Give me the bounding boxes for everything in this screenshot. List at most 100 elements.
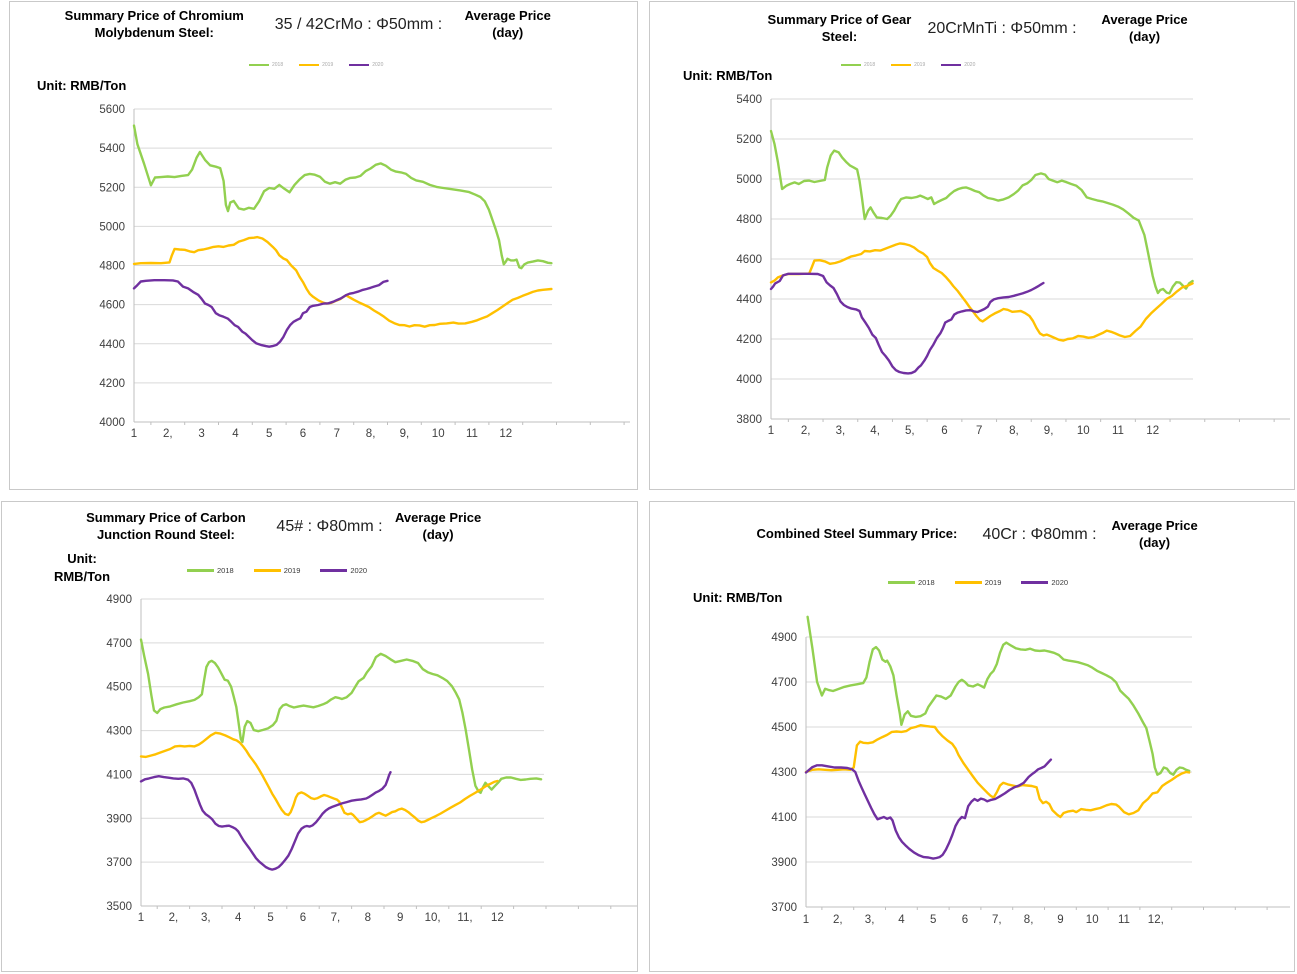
svg-text:4: 4 bbox=[235, 912, 242, 924]
legend-label-2020: 2020 bbox=[1051, 578, 1069, 587]
price-line-plot: 4900 4700 4500 4300 4100 3900 3700 3500 1 2, 3, 4 5 6… bbox=[106, 594, 637, 924]
svg-text:11: 11 bbox=[1118, 914, 1130, 926]
legend-line-2020-icon bbox=[941, 64, 962, 66]
svg-text:5600: 5600 bbox=[99, 104, 125, 116]
svg-text:12: 12 bbox=[499, 428, 512, 440]
svg-text:2,: 2, bbox=[801, 425, 811, 437]
svg-text:5400: 5400 bbox=[99, 143, 125, 155]
legend: 2018 2019 2020 bbox=[187, 566, 367, 575]
legend-line-2019-icon bbox=[253, 569, 281, 572]
svg-text:9: 9 bbox=[397, 912, 403, 924]
legend-line-2018-icon bbox=[888, 581, 915, 584]
legend-item-2018: 2018 bbox=[187, 566, 234, 575]
svg-text:9: 9 bbox=[1057, 914, 1063, 926]
chart-title: Combined Steel Summary Price: 40Cr : Φ80… bbox=[650, 518, 1294, 552]
svg-text:9,: 9, bbox=[1044, 425, 1054, 437]
svg-text:4500: 4500 bbox=[106, 682, 132, 694]
legend-label-2020: 2020 bbox=[350, 566, 368, 575]
chart-panel-chromium-molybdenum-steel: Summary Price of Chromium Molybdenum Ste… bbox=[9, 1, 638, 490]
svg-text:10,: 10, bbox=[425, 912, 441, 924]
svg-text:3,: 3, bbox=[836, 425, 846, 437]
price-line-plot: 5400 5200 5000 4800 4600 4400 4200 4000 3800 1 2, 3… bbox=[736, 94, 1290, 437]
chart-title-spec: 20CrMnTi : Φ50mm : bbox=[927, 19, 1077, 37]
svg-text:3,: 3, bbox=[201, 912, 211, 924]
svg-text:4900: 4900 bbox=[771, 632, 797, 644]
legend-item-2019: 2019 bbox=[954, 578, 1001, 587]
svg-text:4000: 4000 bbox=[736, 374, 762, 386]
svg-text:4600: 4600 bbox=[736, 254, 762, 266]
svg-text:8,: 8, bbox=[366, 428, 376, 440]
svg-text:3,: 3, bbox=[865, 914, 875, 926]
legend-label-2019: 2019 bbox=[914, 62, 926, 68]
legend-line-2018-icon bbox=[187, 569, 214, 572]
legend-line-2020-icon bbox=[320, 569, 348, 572]
svg-text:6: 6 bbox=[962, 914, 968, 926]
svg-text:8,: 8, bbox=[1024, 914, 1034, 926]
legend: 2018 2019 2020 bbox=[841, 62, 975, 68]
svg-text:4800: 4800 bbox=[99, 261, 125, 273]
svg-text:1: 1 bbox=[138, 912, 144, 924]
legend-item-2020: 2020 bbox=[320, 566, 367, 575]
legend-item-2018: 2018 bbox=[841, 62, 875, 68]
chart-title-suffix: Average Price (day) bbox=[1111, 518, 1198, 550]
legend-line-2019-icon bbox=[299, 64, 320, 66]
svg-text:3900: 3900 bbox=[771, 857, 797, 869]
legend-label-2018: 2018 bbox=[217, 566, 234, 575]
legend-line-2019-icon bbox=[954, 581, 982, 584]
svg-text:8,: 8, bbox=[1009, 425, 1019, 437]
chart-title-suffix: Average Price (day) bbox=[1101, 12, 1188, 44]
unit-label: Unit: RMB/Ton bbox=[53, 551, 111, 585]
svg-text:11: 11 bbox=[466, 428, 478, 440]
svg-text:3900: 3900 bbox=[106, 813, 132, 825]
legend-line-2020-icon bbox=[349, 64, 370, 66]
svg-text:12: 12 bbox=[491, 912, 504, 924]
chart-panel-gear-steel: Summary Price of Gear Steel: 20CrMnTi : … bbox=[649, 1, 1295, 490]
svg-text:3: 3 bbox=[198, 428, 204, 440]
chart-title-main: Summary Price of Chromium Molybdenum Ste… bbox=[64, 8, 244, 40]
chart-title-suffix: Average Price (day) bbox=[464, 8, 551, 40]
svg-text:6: 6 bbox=[300, 428, 306, 440]
svg-text:2,: 2, bbox=[169, 912, 179, 924]
legend-label-2019: 2019 bbox=[322, 62, 334, 68]
svg-text:10: 10 bbox=[1086, 914, 1099, 926]
unit-label: Unit: RMB/Ton bbox=[693, 590, 783, 605]
svg-text:7,: 7, bbox=[331, 912, 341, 924]
chart-panel-carbon-junction-round-steel: Summary Price of Carbon Junction Round S… bbox=[1, 501, 638, 972]
legend-line-2018-icon bbox=[841, 64, 861, 66]
svg-text:7,: 7, bbox=[992, 914, 1002, 926]
svg-text:5: 5 bbox=[267, 912, 273, 924]
svg-text:7: 7 bbox=[976, 425, 982, 437]
legend-line-2020-icon bbox=[1021, 581, 1049, 584]
legend-item-2019: 2019 bbox=[299, 62, 333, 68]
legend-item-2020: 2020 bbox=[349, 62, 383, 68]
legend-item-2019: 2019 bbox=[891, 62, 925, 68]
svg-text:11,: 11, bbox=[457, 912, 472, 924]
svg-text:12: 12 bbox=[1146, 425, 1159, 437]
legend-label-2018: 2018 bbox=[272, 62, 284, 68]
svg-text:10: 10 bbox=[1077, 425, 1090, 437]
svg-text:4,: 4, bbox=[870, 425, 880, 437]
svg-text:10: 10 bbox=[432, 428, 445, 440]
chart-title-spec: 40Cr : Φ80mm : bbox=[982, 525, 1097, 543]
svg-text:3700: 3700 bbox=[771, 902, 797, 914]
svg-text:9,: 9, bbox=[400, 428, 410, 440]
chart-title-main: Summary Price of Carbon Junction Round S… bbox=[86, 510, 246, 542]
svg-text:4400: 4400 bbox=[99, 339, 125, 351]
svg-text:4500: 4500 bbox=[771, 722, 797, 734]
chart-panel-combined-steel: Combined Steel Summary Price: 40Cr : Φ80… bbox=[649, 501, 1295, 972]
unit-label: Unit: RMB/Ton bbox=[683, 68, 773, 83]
legend-line-2018-icon bbox=[249, 64, 269, 66]
svg-text:4700: 4700 bbox=[771, 677, 797, 689]
chart-title: Summary Price of Gear Steel: 20CrMnTi : … bbox=[650, 12, 1294, 46]
svg-text:8: 8 bbox=[365, 912, 371, 924]
svg-text:4700: 4700 bbox=[106, 638, 132, 650]
legend-label-2020: 2020 bbox=[964, 62, 976, 68]
svg-text:5200: 5200 bbox=[736, 134, 762, 146]
legend: 2018 2019 2020 bbox=[888, 578, 1068, 587]
svg-text:5400: 5400 bbox=[736, 94, 762, 106]
svg-text:4200: 4200 bbox=[99, 378, 125, 390]
legend-item-2020: 2020 bbox=[1021, 578, 1068, 587]
svg-text:1: 1 bbox=[803, 914, 809, 926]
